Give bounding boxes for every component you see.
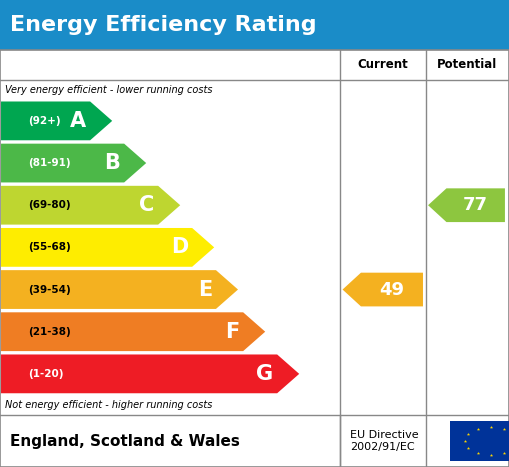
Text: (81-91): (81-91) — [28, 158, 71, 168]
Text: 77: 77 — [463, 196, 488, 214]
Polygon shape — [1, 312, 265, 351]
Text: Potential: Potential — [437, 58, 497, 71]
Text: F: F — [225, 322, 239, 342]
Text: B: B — [104, 153, 120, 173]
Text: Current: Current — [357, 58, 408, 71]
Text: E: E — [197, 280, 212, 299]
Text: D: D — [171, 237, 188, 257]
Polygon shape — [1, 101, 112, 140]
Polygon shape — [1, 270, 238, 309]
Text: Energy Efficiency Rating: Energy Efficiency Rating — [10, 15, 317, 35]
Text: Very energy efficient - lower running costs: Very energy efficient - lower running co… — [5, 85, 213, 95]
Bar — [450, 421, 509, 461]
Text: England, Scotland & Wales: England, Scotland & Wales — [10, 434, 240, 449]
Text: (55-68): (55-68) — [28, 242, 71, 252]
Text: EU Directive
2002/91/EC: EU Directive 2002/91/EC — [350, 430, 419, 452]
Text: (1-20): (1-20) — [28, 369, 64, 379]
Bar — [0, 50, 509, 467]
Polygon shape — [1, 144, 146, 183]
Polygon shape — [343, 273, 423, 306]
Polygon shape — [1, 354, 299, 393]
Text: A: A — [70, 111, 86, 131]
Text: 49: 49 — [379, 281, 405, 298]
Text: (21-38): (21-38) — [28, 327, 71, 337]
Text: (39-54): (39-54) — [28, 284, 71, 295]
Text: (92+): (92+) — [28, 116, 61, 126]
Text: G: G — [256, 364, 273, 384]
Polygon shape — [1, 186, 180, 225]
Text: (69-80): (69-80) — [28, 200, 71, 210]
Polygon shape — [1, 228, 214, 267]
Polygon shape — [428, 188, 505, 222]
Text: Not energy efficient - higher running costs: Not energy efficient - higher running co… — [5, 400, 212, 410]
Text: C: C — [139, 195, 154, 215]
Bar — [0, 0, 509, 50]
